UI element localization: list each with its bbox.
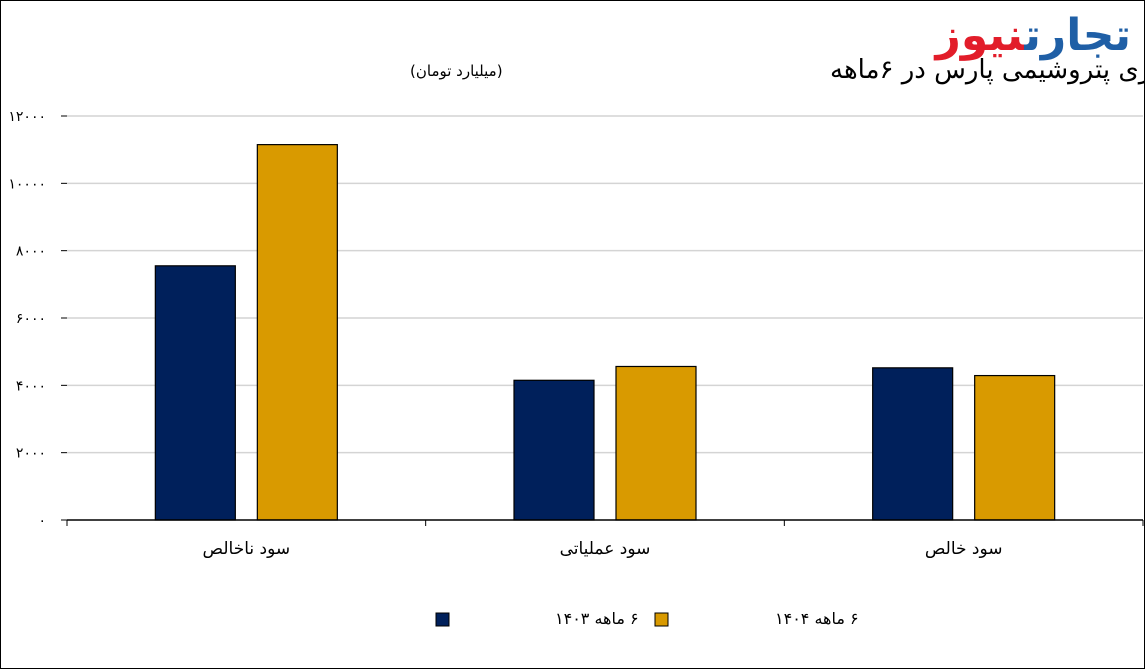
x-tick-label: سود خالص [925, 539, 1003, 559]
y-tick-label: ۶۰۰۰ [16, 311, 46, 327]
y-tick-label: ۰ [38, 513, 46, 529]
bar [615, 365, 697, 521]
bar [872, 367, 954, 521]
gridlines [67, 115, 1143, 454]
x-axis: سود ناخالص سود عملیاتی سود خالص [66, 519, 1144, 559]
logo-part-1: تجارت [1024, 10, 1131, 61]
bar [154, 265, 236, 521]
legend-swatch [435, 612, 450, 627]
chart-title: سودآوری پتروشیمی پارس در ۶ماهه [830, 53, 1145, 85]
bar [513, 379, 595, 521]
y-tick-label: ۱۲۰۰۰ [8, 109, 46, 125]
legend-swatch [654, 612, 669, 627]
chart-subtitle: (میلیارد تومان) [410, 62, 503, 80]
brand-logo: تجارتنیوز [936, 14, 1131, 58]
y-tick-label: ۲۰۰۰ [16, 446, 46, 462]
logo-part-2: نیوز [935, 10, 1025, 61]
legend-label: ۶ ماهه ۱۴۰۳ [555, 609, 639, 628]
y-axis: ۰ ۲۰۰۰ ۴۰۰۰ ۶۰۰۰ ۸۰۰۰ ۱۰۰۰۰ ۱۲۰۰۰ [8, 109, 67, 529]
y-tick-label: ۴۰۰۰ [16, 378, 46, 394]
bar [974, 374, 1056, 521]
legend-label: ۶ ماهه ۱۴۰۴ [775, 609, 859, 628]
legend: ۶ ماهه ۱۴۰۳ ۶ ماهه ۱۴۰۴ [435, 609, 859, 628]
bars [154, 144, 1056, 521]
bar [256, 144, 338, 521]
x-tick-label: سود عملیاتی [560, 539, 651, 559]
x-tick-label: سود ناخالص [203, 539, 291, 559]
y-tick-label: ۸۰۰۰ [16, 244, 46, 260]
y-tick-label: ۱۰۰۰۰ [8, 176, 46, 192]
